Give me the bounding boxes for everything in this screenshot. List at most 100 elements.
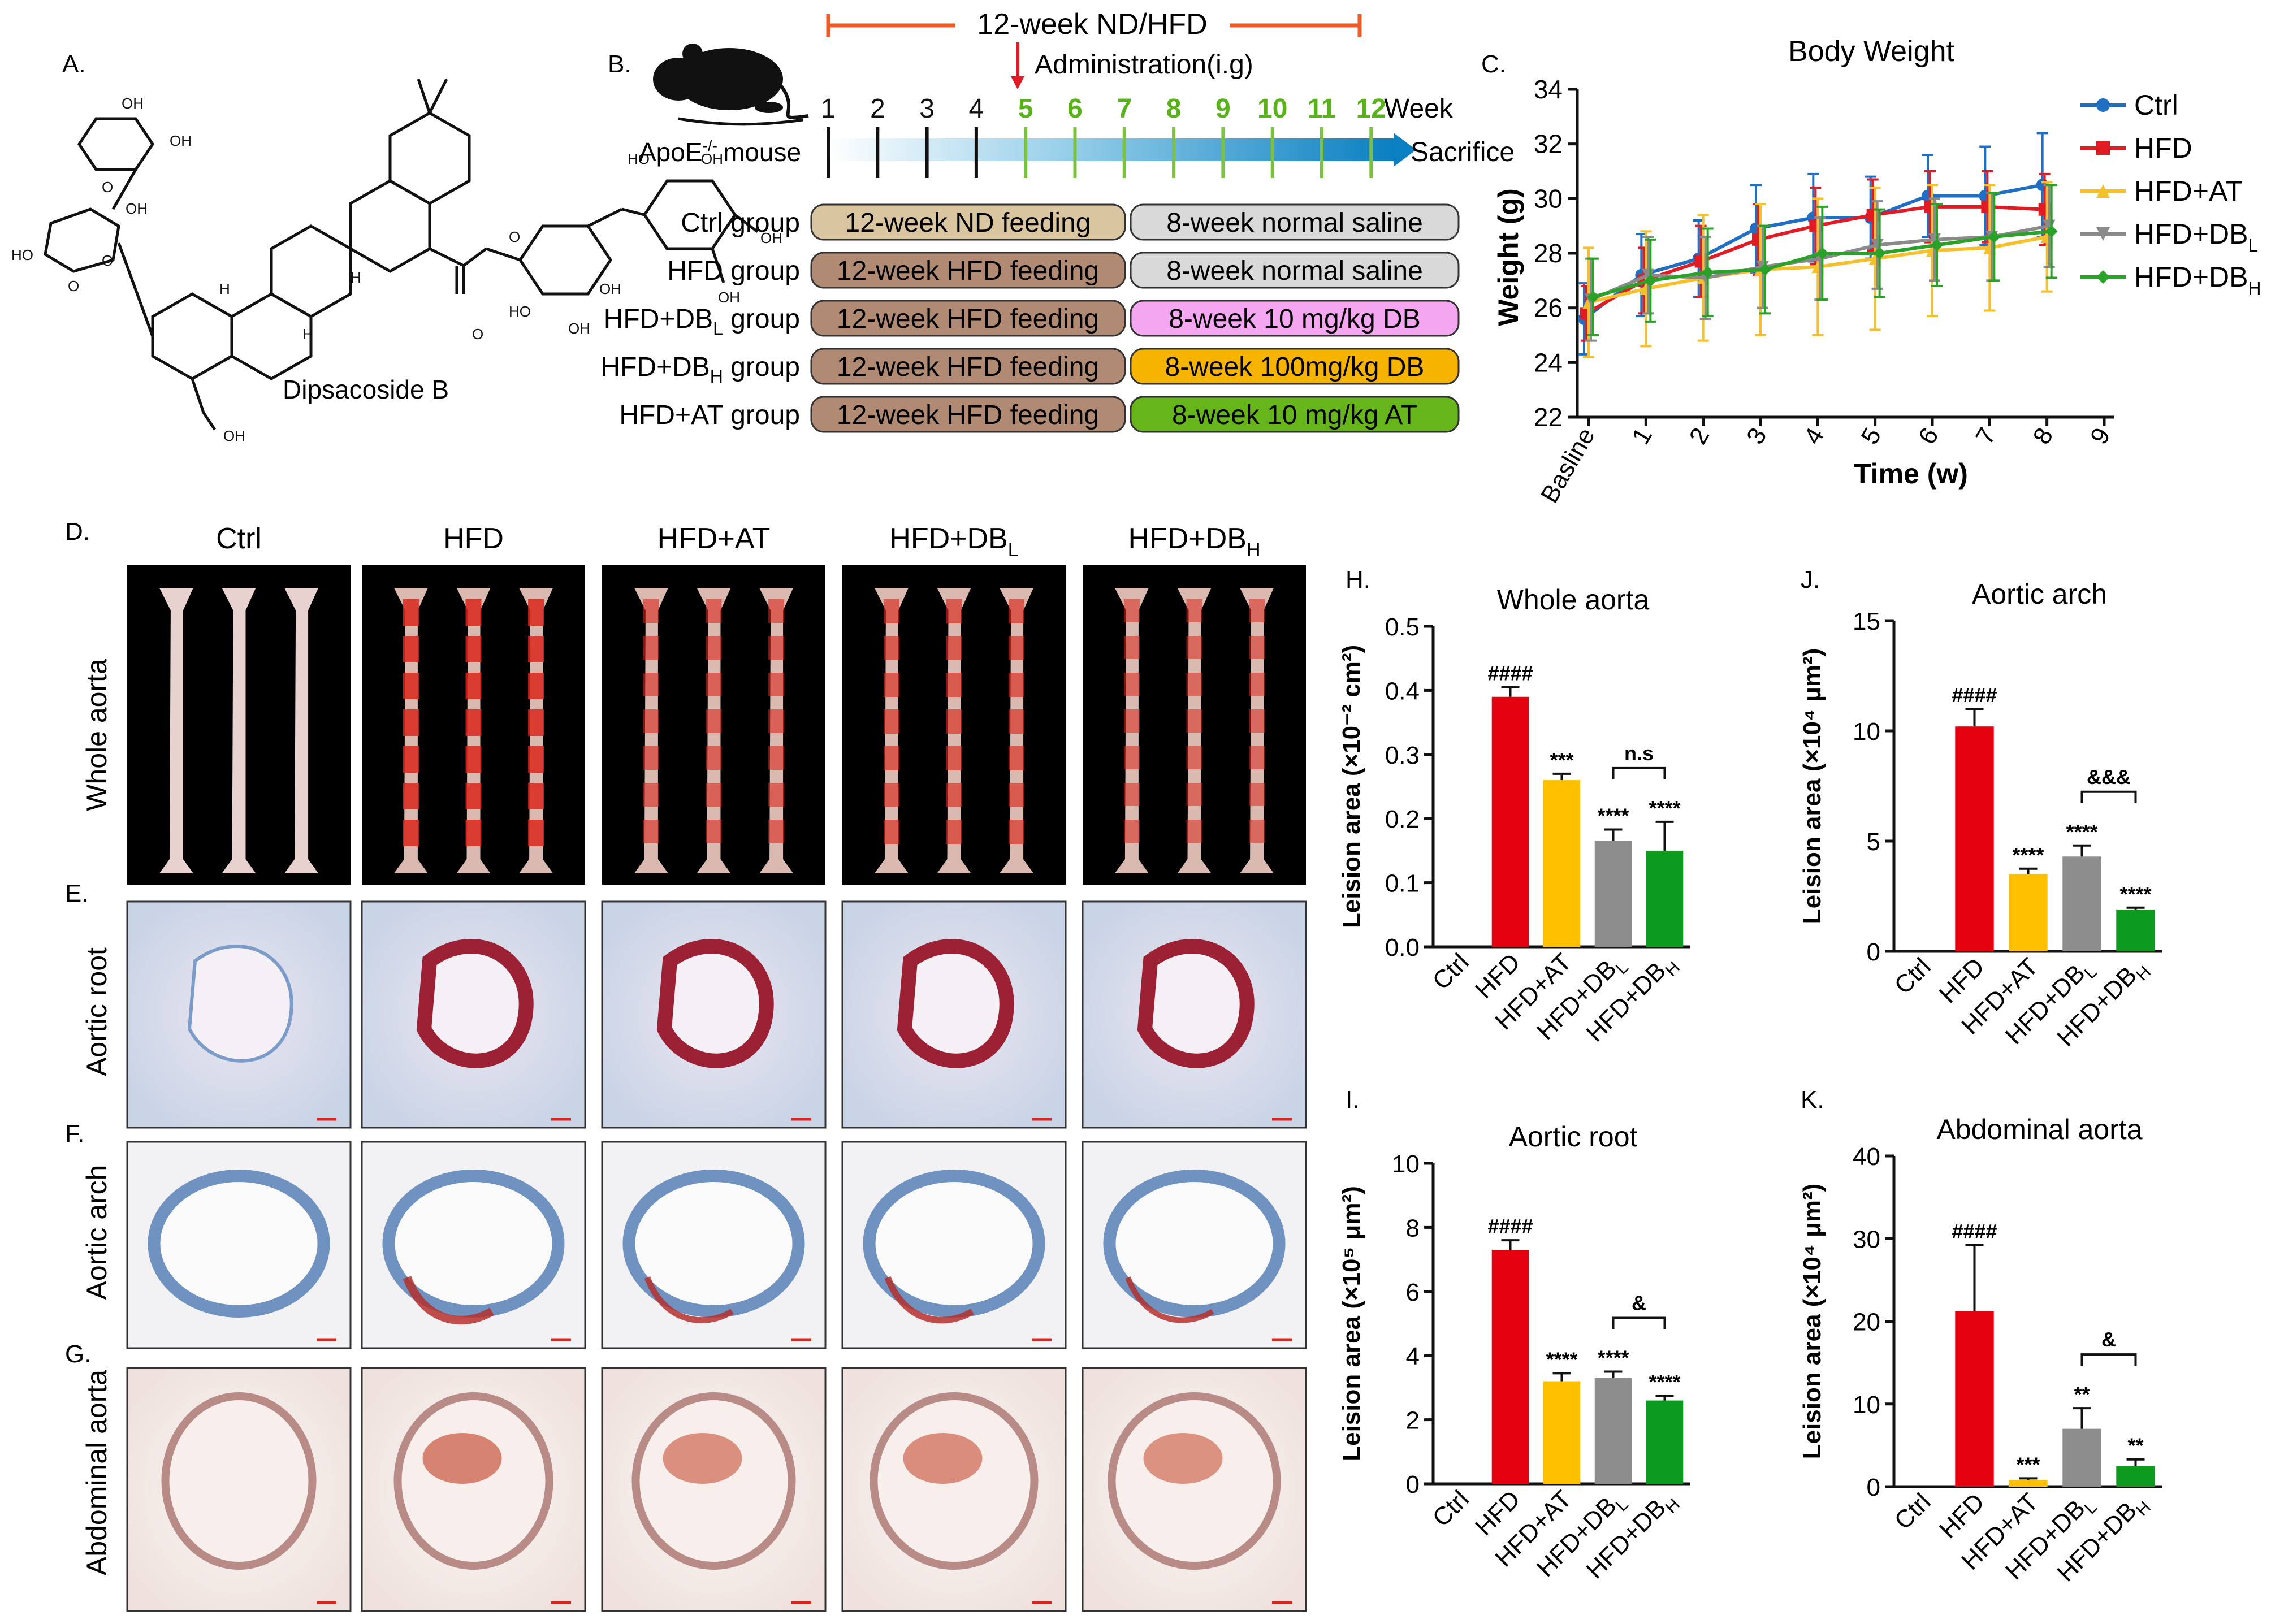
bracket-label: &&& [2087,765,2131,789]
lesion-stain [946,636,962,660]
chart-j: Aortic arch Leision area (×10⁴ μm²) 0 5 10 15… [1798,578,2162,1052]
abdominal-vessel [161,1392,317,1570]
data-point [1644,274,1657,287]
lesion-stain [706,599,722,623]
lesion-stain [1249,673,1265,696]
ho-label: HO [628,150,650,167]
bracket-label: n.s [1624,742,1654,765]
lesion-stain [1123,673,1140,696]
o-label: O [472,326,483,343]
lesion-stain [1249,746,1265,769]
feeding-label: 12-week HFD feeding [837,400,1099,430]
treatment-label: 8-week 10 mg/kg AT [1172,400,1417,430]
lesion-stain [1249,820,1265,843]
feeding-box [810,396,1126,433]
data-point [1701,266,1714,279]
h-label: H [302,326,313,343]
o-label: O [102,252,113,269]
column-header: HFD+DBH [1128,522,1260,561]
lesion-stain [883,673,899,697]
lesion-stain [1009,783,1025,807]
bracket-label: & [2101,1328,2116,1351]
oh-label: OH [568,320,590,337]
significance-label: *** [2016,1453,2040,1476]
chart-h: Whole aorta Leision area (×10⁻² cm²) 0.0 0.… [1338,584,1690,1047]
oh-label: OH [599,280,621,297]
sacrifice-label: Sacrifice [1411,137,1515,167]
lesion-stain [1186,636,1202,659]
oh-label: OH [170,132,192,149]
lesion-stain [768,746,785,770]
mouse-label: ApoE-/- mouse [639,137,801,167]
data-point [1587,291,1599,304]
panel-k-letter: K. [1801,1086,1824,1114]
lesion-stain [883,746,899,770]
lesion-stain [706,783,722,807]
abdominal-lesion [903,1433,983,1484]
lesion-stain [1123,636,1140,659]
panel-j-aortic-arch: J. Aortic arch Leision area (×10⁴ μm²) 0 5 1… [1798,566,2162,1052]
treatment-box [1130,252,1460,289]
bar [1543,1381,1581,1484]
lesion-stain [768,599,785,623]
y-tick-label: 24 [1534,348,1563,377]
week-tick-label: 4 [969,94,984,124]
y-tick-label: 34 [1534,75,1563,104]
lesion-stain [946,783,962,807]
week-tick-label: 5 [1018,94,1033,124]
legend-label: HFD+DBH [2134,261,2261,298]
week-label: Week [1384,94,1454,124]
feeding-label: 12-week HFD feeding [837,304,1099,334]
bar [2062,1428,2101,1487]
treatment-box [1130,348,1460,385]
treatment-label: 8-week 10 mg/kg DB [1169,304,1421,334]
legend-label: HFD+DBL [2134,218,2258,255]
bar [2116,1466,2155,1487]
y-tick-label: 22 [1534,402,1563,432]
lesion-stain [1249,636,1265,659]
comparison-bracket [1612,766,1666,779]
y-tick-label: 0 [1867,1474,1880,1501]
week-tick-label: 11 [1308,94,1336,124]
bar [1594,841,1632,947]
bar [1646,1400,1684,1484]
lesion-stain [706,746,722,770]
lesion-stain [946,820,962,844]
lesion-stain [528,599,544,626]
bar [1955,726,1994,951]
lesion-stain [768,783,785,807]
lesion-stain [1249,709,1265,733]
significance-label: #### [1952,1220,1997,1243]
timeline-arrowhead [1394,133,1416,167]
lesion-stain [706,636,722,660]
week-tick-label: 9 [1215,94,1231,124]
abdominal-lesion [663,1433,742,1484]
chart-title: Aortic arch [1972,578,2107,610]
timeline-week-lines [827,127,1373,178]
legend-marker [2096,141,2110,155]
lesion-stain [883,820,899,844]
bracket-label: & [1632,1292,1646,1315]
chart-k: Abdominal aorta Leision area (×10⁴ μm²) 0 1… [1798,1114,2162,1587]
arch-vessel [148,1170,330,1318]
lesion-stain [1186,673,1202,696]
lesion-stain [1186,820,1202,843]
panel-d-letter: D. [65,518,90,545]
x-tick-label: 4 [1798,423,1829,449]
x-tick-label: 1 [1627,423,1658,449]
aorta-specimen [159,588,193,873]
ho-label: HO [509,303,531,320]
x-tick-label: 6 [1913,423,1944,449]
y-tick-label: 0 [1867,938,1880,966]
arch-lesion [644,1276,734,1323]
panel-i-letter: I. [1346,1086,1359,1114]
y-tick-label: 2 [1406,1407,1420,1435]
row-label-whole-aorta: Whole aorta [81,659,113,811]
aorta-specimen [222,588,256,873]
bar [1955,1311,1994,1487]
arch-lesion [1125,1276,1214,1323]
treatment-box [1130,300,1460,337]
lesion-stain [706,673,722,696]
y-tick-label: 15 [1853,608,1880,635]
